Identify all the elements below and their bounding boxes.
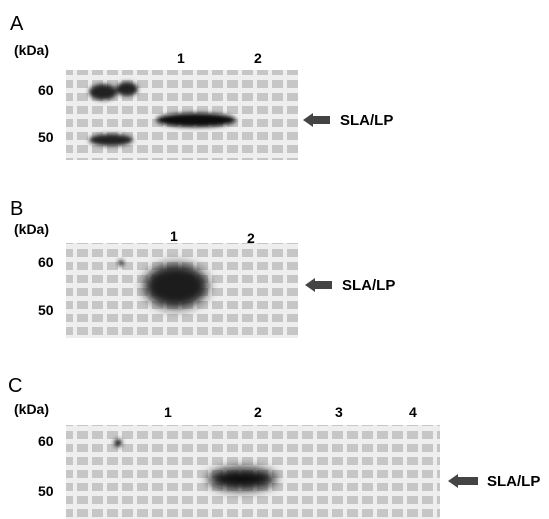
lane-label: 1: [170, 228, 178, 244]
marker-label: 50: [38, 129, 54, 145]
lane-label: 1: [177, 50, 185, 66]
band-label: SLA/LP: [342, 277, 395, 294]
marker-label: 60: [38, 82, 54, 98]
arrow: [303, 113, 330, 127]
panel-label: C: [8, 375, 22, 397]
lane-label: 2: [254, 50, 262, 66]
panel-label: B: [10, 198, 23, 220]
panel-a: A (kDa) 60 50 1 2 SLA/LP: [10, 13, 393, 160]
page: A (kDa) 60 50 1 2 SLA/LP B (kDa) 60 50 1…: [0, 0, 549, 519]
panel-label: A: [10, 13, 24, 35]
unit: (kDa): [14, 42, 49, 58]
marker-label: 60: [38, 433, 54, 449]
unit: (kDa): [14, 401, 49, 417]
band-label: SLA/LP: [340, 112, 393, 129]
arrow: [305, 278, 332, 292]
figure: A (kDa) 60 50 1 2 SLA/LP B (kDa) 60 50 1…: [0, 0, 549, 519]
band-label: SLA/LP: [487, 473, 540, 490]
panel-c: C (kDa) 60 50 1 2 3 4 SLA/LP: [8, 375, 540, 519]
panel-b: B (kDa) 60 50 1 2 SLA/LP: [10, 198, 395, 338]
lane-label: 2: [254, 404, 262, 420]
lane-label: 4: [409, 404, 417, 420]
marker-label: 50: [38, 483, 54, 499]
lane-label: 1: [164, 404, 172, 420]
arrow: [448, 474, 478, 488]
lane-label: 2: [247, 230, 255, 246]
unit: (kDa): [14, 221, 49, 237]
lane-label: 3: [335, 404, 343, 420]
marker-label: 60: [38, 254, 54, 270]
marker-label: 50: [38, 302, 54, 318]
